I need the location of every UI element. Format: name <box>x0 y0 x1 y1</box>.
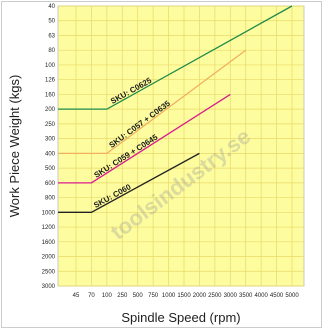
x-tick-label: 750 <box>148 293 159 299</box>
x-tick-label: 3000 <box>224 293 238 299</box>
x-tick-label: 45 <box>73 293 80 299</box>
x-tick-label: 100 <box>102 293 113 299</box>
y-tick-label: 2000 <box>42 255 56 261</box>
series-line <box>58 152 200 213</box>
y-tick-label: 3000 <box>42 284 56 290</box>
y-tick-label: 50 <box>48 19 55 25</box>
y-tick-label: 800 <box>45 196 56 202</box>
y-tick-label: 500 <box>45 166 56 172</box>
y-tick-label: 200 <box>45 107 56 113</box>
y-tick-label: 100 <box>45 63 56 69</box>
x-tick-label: 4000 <box>254 293 268 299</box>
y-tick-label: 63 <box>48 33 55 39</box>
y-tick-label: 2500 <box>42 269 56 275</box>
x-tick-label: 250 <box>117 293 128 299</box>
y-tick-labels: 40 50 63 80 100 126 160 200 250 300 400 500 600 800 10… <box>42 4 56 290</box>
y-tick-label: 1000 <box>42 210 56 216</box>
plot-area <box>57 5 305 287</box>
x-tick-label: 2500 <box>208 293 222 299</box>
x-tick-labels: 45 70 100 250 500 750 1000 1500 2000 2500 3000 3500… <box>73 293 300 299</box>
y-tick-label: 400 <box>45 151 56 157</box>
x-tick-label: 4500 <box>270 293 284 299</box>
x-tick-label: 1000 <box>162 293 176 299</box>
y-tick-label: 1600 <box>42 240 56 246</box>
y-tick-label: 40 <box>48 4 55 10</box>
y-tick-label: 160 <box>45 92 56 98</box>
y-tick-label: 80 <box>48 48 55 54</box>
y-tick-label: 250 <box>45 122 56 128</box>
y-tick-label: 300 <box>45 137 56 143</box>
x-tick-label: 1500 <box>177 293 191 299</box>
series-line <box>58 49 247 155</box>
grid <box>58 5 304 287</box>
y-axis-title: Work Piece Weight (kgs) <box>7 75 22 218</box>
y-tick-label: 1200 <box>42 225 56 231</box>
series-line <box>58 5 293 110</box>
y-tick-label: 600 <box>45 181 56 187</box>
series-line <box>58 93 231 184</box>
x-tick-label: 500 <box>133 293 144 299</box>
y-tick-label: 126 <box>45 78 56 84</box>
x-axis-title: Spindle Speed (rpm) <box>121 310 240 325</box>
x-tick-label: 2000 <box>193 293 207 299</box>
x-tick-label: 70 <box>88 293 95 299</box>
x-tick-label: 3500 <box>239 293 253 299</box>
x-tick-label: 5000 <box>285 293 299 299</box>
